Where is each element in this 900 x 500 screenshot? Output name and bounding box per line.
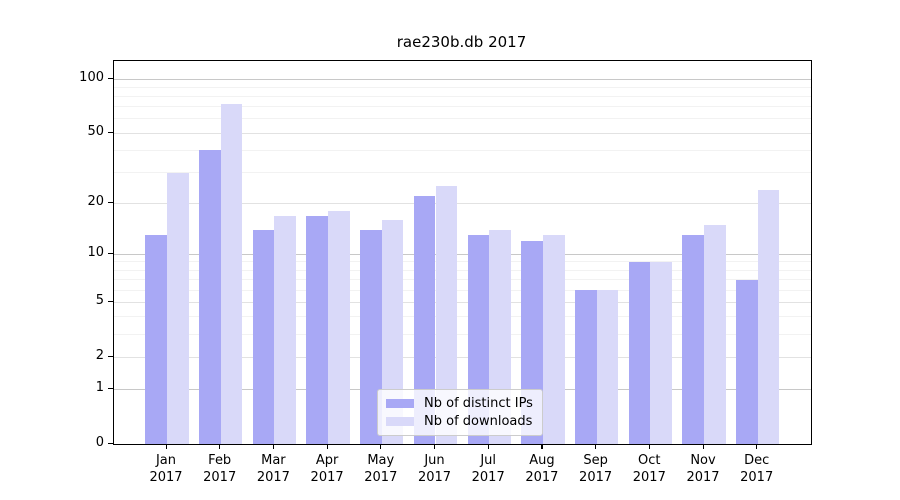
bar-oct-ips [628, 261, 651, 444]
y-tick-label-10: 10 [87, 245, 104, 261]
x-tick-label-jan: Jan 2017 [149, 453, 183, 485]
bar-mar-ips [252, 229, 275, 444]
bar-oct-downloads [650, 261, 672, 444]
bar-may-ips [360, 229, 382, 444]
x-tick-label-apr: Apr 2017 [310, 453, 344, 485]
x-tick-label-feb: Feb 2017 [203, 453, 237, 485]
y-tick-label-5: 5 [95, 293, 104, 309]
y-tick-label-20: 20 [87, 194, 104, 210]
gridline-y-100 [114, 78, 811, 80]
legend-item-downloads: Nb of downloads [386, 414, 534, 429]
x-tick-mark-aug [541, 444, 543, 449]
gridline-y-5 [114, 301, 811, 303]
x-tick-label-may: May 2017 [364, 453, 398, 485]
x-tick-mark-may [380, 444, 382, 449]
bar-dec-ips [736, 279, 758, 444]
x-tick-mark-mar [272, 444, 275, 449]
bar-jan-ips [145, 235, 167, 444]
x-tick-mark-dec [756, 444, 758, 449]
x-tick-mark-jun [434, 444, 436, 449]
legend-item-distinct-ips: Nb of distinct IPs [386, 396, 534, 411]
y-tick-mark-20 [108, 201, 113, 203]
y-tick-mark-100 [108, 77, 113, 79]
y-tick-mark-50 [108, 131, 113, 133]
bar-sep-ips [574, 290, 597, 444]
x-tick-mark-jan [165, 444, 167, 449]
x-tick-mark-oct [648, 444, 650, 449]
legend: Nb of distinct IPs Nb of downloads [377, 389, 543, 436]
bar-mar-downloads [274, 215, 297, 444]
gridline-y-30 [114, 172, 811, 173]
legend-swatch-downloads [386, 417, 414, 427]
x-tick-label-jun: Jun 2017 [417, 453, 452, 485]
x-tick-label-jul: Jul 2017 [471, 453, 505, 485]
chart-title: rae230b.db 2017 [396, 33, 527, 51]
y-tick-label-50: 50 [87, 124, 104, 140]
bar-jan-downloads [167, 172, 189, 444]
x-tick-label-dec: Dec 2017 [740, 453, 774, 485]
bar-aug-downloads [542, 235, 565, 444]
x-tick-mark-jul [487, 444, 489, 449]
y-tick-label-100: 100 [79, 70, 104, 86]
gridline-y-6 [114, 289, 811, 291]
x-tick-mark-feb [219, 444, 221, 449]
x-tick-label-oct: Oct 2017 [632, 453, 666, 485]
y-tick-mark-5 [108, 300, 113, 303]
bar-apr-downloads [328, 211, 350, 444]
bar-nov-downloads [704, 224, 726, 444]
gridline-y-50 [114, 132, 811, 134]
x-tick-label-nov: Nov 2017 [686, 453, 720, 485]
x-tick-mark-sep [595, 444, 597, 449]
legend-label-distinct-ips: Nb of distinct IPs [424, 395, 533, 411]
gridline-y-10 [114, 253, 811, 255]
bar-may-downloads [381, 220, 404, 444]
gridline-y-90 [114, 86, 811, 88]
x-tick-label-mar: Mar 2017 [256, 453, 290, 485]
gridline-y-9 [114, 261, 811, 263]
y-tick-mark-1 [108, 387, 113, 389]
y-tick-mark-0 [108, 442, 113, 444]
bar-feb-ips [199, 150, 221, 444]
x-tick-mark-apr [326, 444, 328, 449]
gridline-y-70 [114, 106, 811, 108]
gridline-y-20 [114, 202, 811, 204]
bar-dec-downloads [757, 189, 780, 444]
bar-apr-ips [306, 215, 329, 444]
gridline-y-4 [114, 316, 811, 318]
bar-jun-ips [413, 196, 436, 444]
gridline-y-8 [114, 269, 811, 271]
y-tick-mark-10 [108, 252, 113, 255]
legend-swatch-distinct-ips [386, 398, 414, 408]
legend-label-downloads: Nb of downloads [424, 414, 533, 430]
bar-jun-downloads [435, 186, 458, 444]
gridline-y-2 [114, 356, 811, 358]
y-tick-mark-2 [108, 355, 113, 357]
bar-nov-ips [682, 235, 704, 444]
plot-area [113, 60, 812, 445]
y-tick-label-2: 2 [95, 348, 104, 364]
gridline-y-3 [114, 333, 811, 335]
x-tick-mark-nov [702, 444, 704, 449]
bar-sep-downloads [596, 290, 619, 444]
gridline-y-60 [114, 118, 811, 120]
x-tick-label-aug: Aug 2017 [525, 453, 559, 485]
y-tick-label-0: 0 [95, 435, 104, 450]
gridline-y-7 [114, 279, 811, 281]
x-tick-label-sep: Sep 2017 [579, 453, 613, 485]
gridline-y-40 [114, 149, 811, 151]
bar-feb-downloads [220, 103, 243, 444]
y-tick-label-1: 1 [95, 380, 104, 396]
gridline-y-80 [114, 96, 811, 98]
